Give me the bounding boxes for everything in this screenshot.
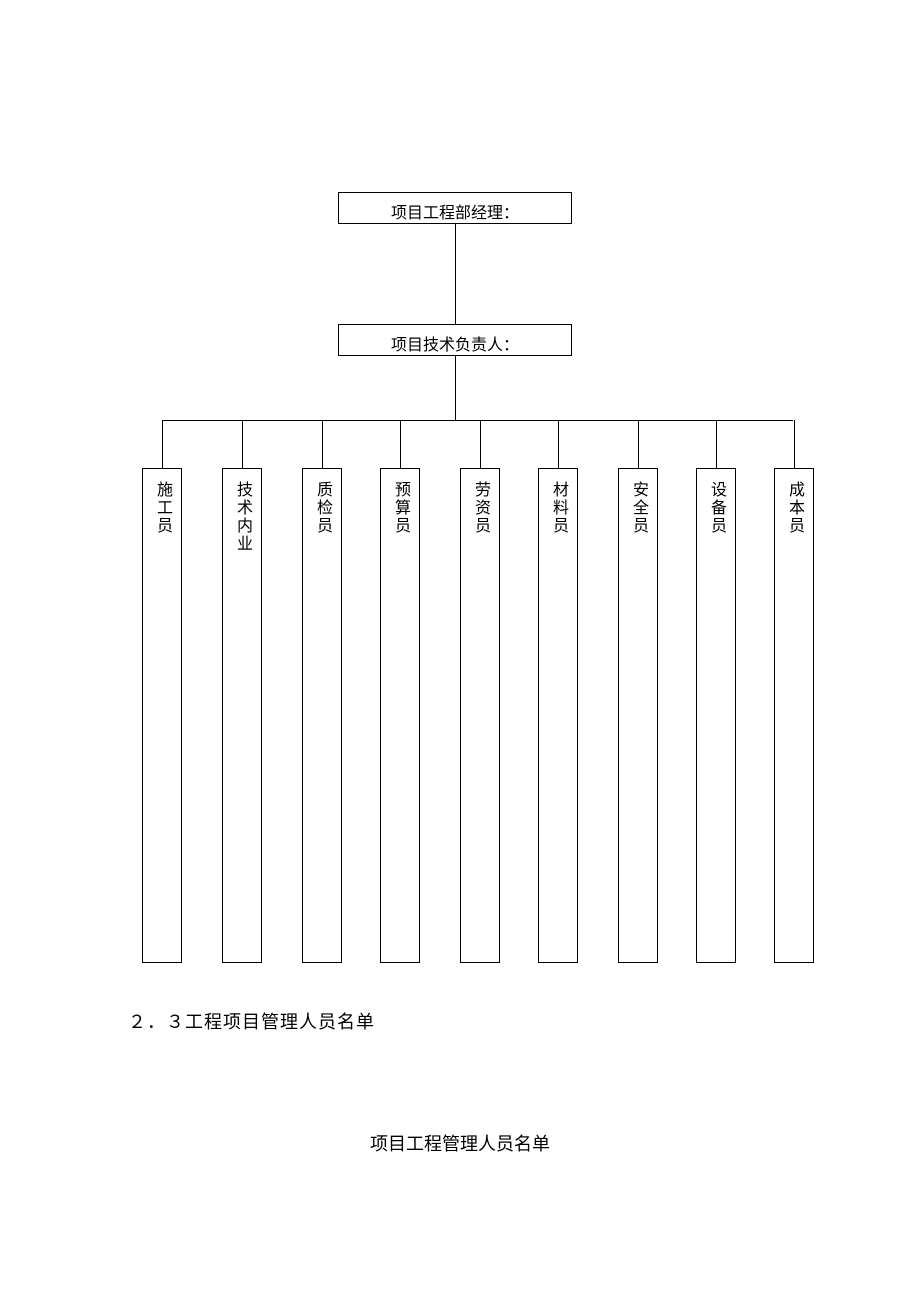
org-top-label: 项目工程部经理： [391,199,519,223]
leaf-box: 质检员 [302,468,342,963]
leaf-label: 施工员 [150,477,174,535]
leaf-label: 材料员 [546,477,570,535]
leaf-box: 施工员 [142,468,182,963]
leaf-box: 劳资员 [460,468,500,963]
leaf-box: 预算员 [380,468,420,963]
leaf-drop-line [558,420,559,468]
leaf-drop-line [242,420,243,468]
leaf-box: 设备员 [696,468,736,963]
leaf-label: 安全员 [626,477,650,535]
leaf-drop-line [322,420,323,468]
leaf-box: 安全员 [618,468,658,963]
org-mid-box: 项目技术负责人： [338,324,572,356]
leaf-drop-line [162,420,163,468]
leaf-label: 成本员 [782,477,806,535]
connector-top-mid [455,224,456,324]
section-number: ２．３工程项目管理人员名单 [128,1008,375,1034]
section-title: 项目工程管理人员名单 [0,1130,920,1156]
leaf-drop-line [794,420,795,468]
org-top-box: 项目工程部经理： [338,192,572,224]
leaf-drop-line [480,420,481,468]
leaf-drop-line [638,420,639,468]
leaf-box: 技术内业 [222,468,262,963]
leaf-drop-line [716,420,717,468]
leaf-box: 成本员 [774,468,814,963]
leaf-drop-line [400,420,401,468]
leaf-label: 质检员 [310,477,334,535]
horizontal-bar [162,420,793,421]
leaf-label: 技术内业 [230,477,254,553]
leaf-box: 材料员 [538,468,578,963]
leaf-label: 设备员 [704,477,728,535]
connector-mid-hbar [455,356,456,420]
org-mid-label: 项目技术负责人： [391,331,519,355]
leaf-label: 劳资员 [468,477,492,535]
leaf-label: 预算员 [388,477,412,535]
